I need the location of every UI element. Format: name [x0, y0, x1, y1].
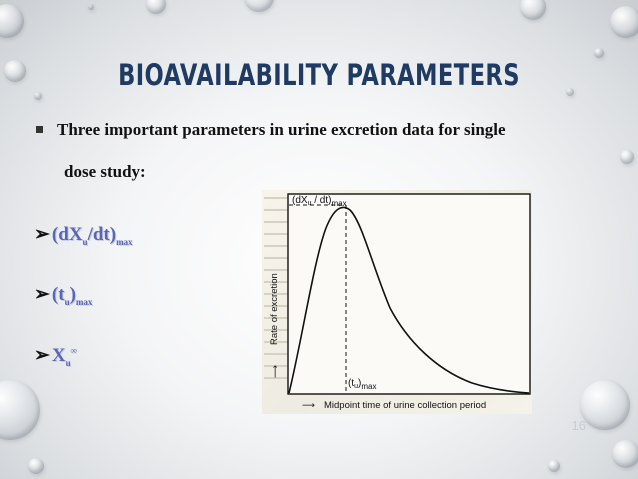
y-axis-arrow-icon: ⟶: [271, 365, 281, 378]
water-drop: [612, 440, 638, 468]
water-drop: [610, 6, 638, 38]
list-item: ➢ Xu∞: [34, 345, 78, 368]
arrow-bullet-icon: ➢: [34, 345, 50, 366]
water-drop: [566, 88, 574, 96]
water-drop: [0, 380, 40, 440]
list-item: ➢ (dXu/dt)max: [34, 224, 133, 247]
water-drop: [548, 460, 560, 472]
y-axis-label-group: Rate of excretion ⟶: [269, 273, 281, 378]
water-drop: [34, 92, 42, 100]
excretion-curve: [288, 206, 530, 394]
plot-frame: [287, 193, 531, 395]
water-drop: [0, 4, 24, 38]
x-axis-arrow-icon: ⟶: [302, 401, 315, 411]
water-drop: [28, 458, 44, 474]
peak-rate-label: (dXu / dt)max: [292, 195, 347, 208]
bullet-line-1: Three important parameters in urine excr…: [57, 120, 506, 139]
water-drop: [4, 60, 26, 82]
slide-title: BIOAVAILABILITY PARAMETERS: [118, 58, 520, 92]
peak-time-label: (tu)max: [348, 378, 376, 391]
y-axis-label: Rate of excretion: [269, 273, 280, 345]
bullet-text: Three important parameters in urine excr…: [36, 120, 506, 140]
water-drop: [146, 0, 166, 14]
excretion-rate-figure: (dXu / dt)max (tu)max Rate of excretion …: [262, 190, 532, 414]
water-drop: [580, 380, 630, 430]
square-bullet-icon: [36, 125, 43, 133]
water-drop: [620, 150, 634, 164]
arrow-bullet-icon: ➢: [34, 284, 50, 305]
water-drop: [594, 48, 604, 58]
water-drop: [244, 0, 274, 12]
x-axis-label: Midpoint time of urine collection period: [324, 400, 486, 411]
water-drop: [520, 0, 546, 20]
water-drop: [88, 4, 94, 10]
bullet-line-2: dose study:: [64, 162, 146, 181]
list-item: ➢ (tu)max: [34, 284, 93, 307]
arrow-bullet-icon: ➢: [34, 224, 50, 245]
slide-number: 16: [571, 418, 586, 433]
